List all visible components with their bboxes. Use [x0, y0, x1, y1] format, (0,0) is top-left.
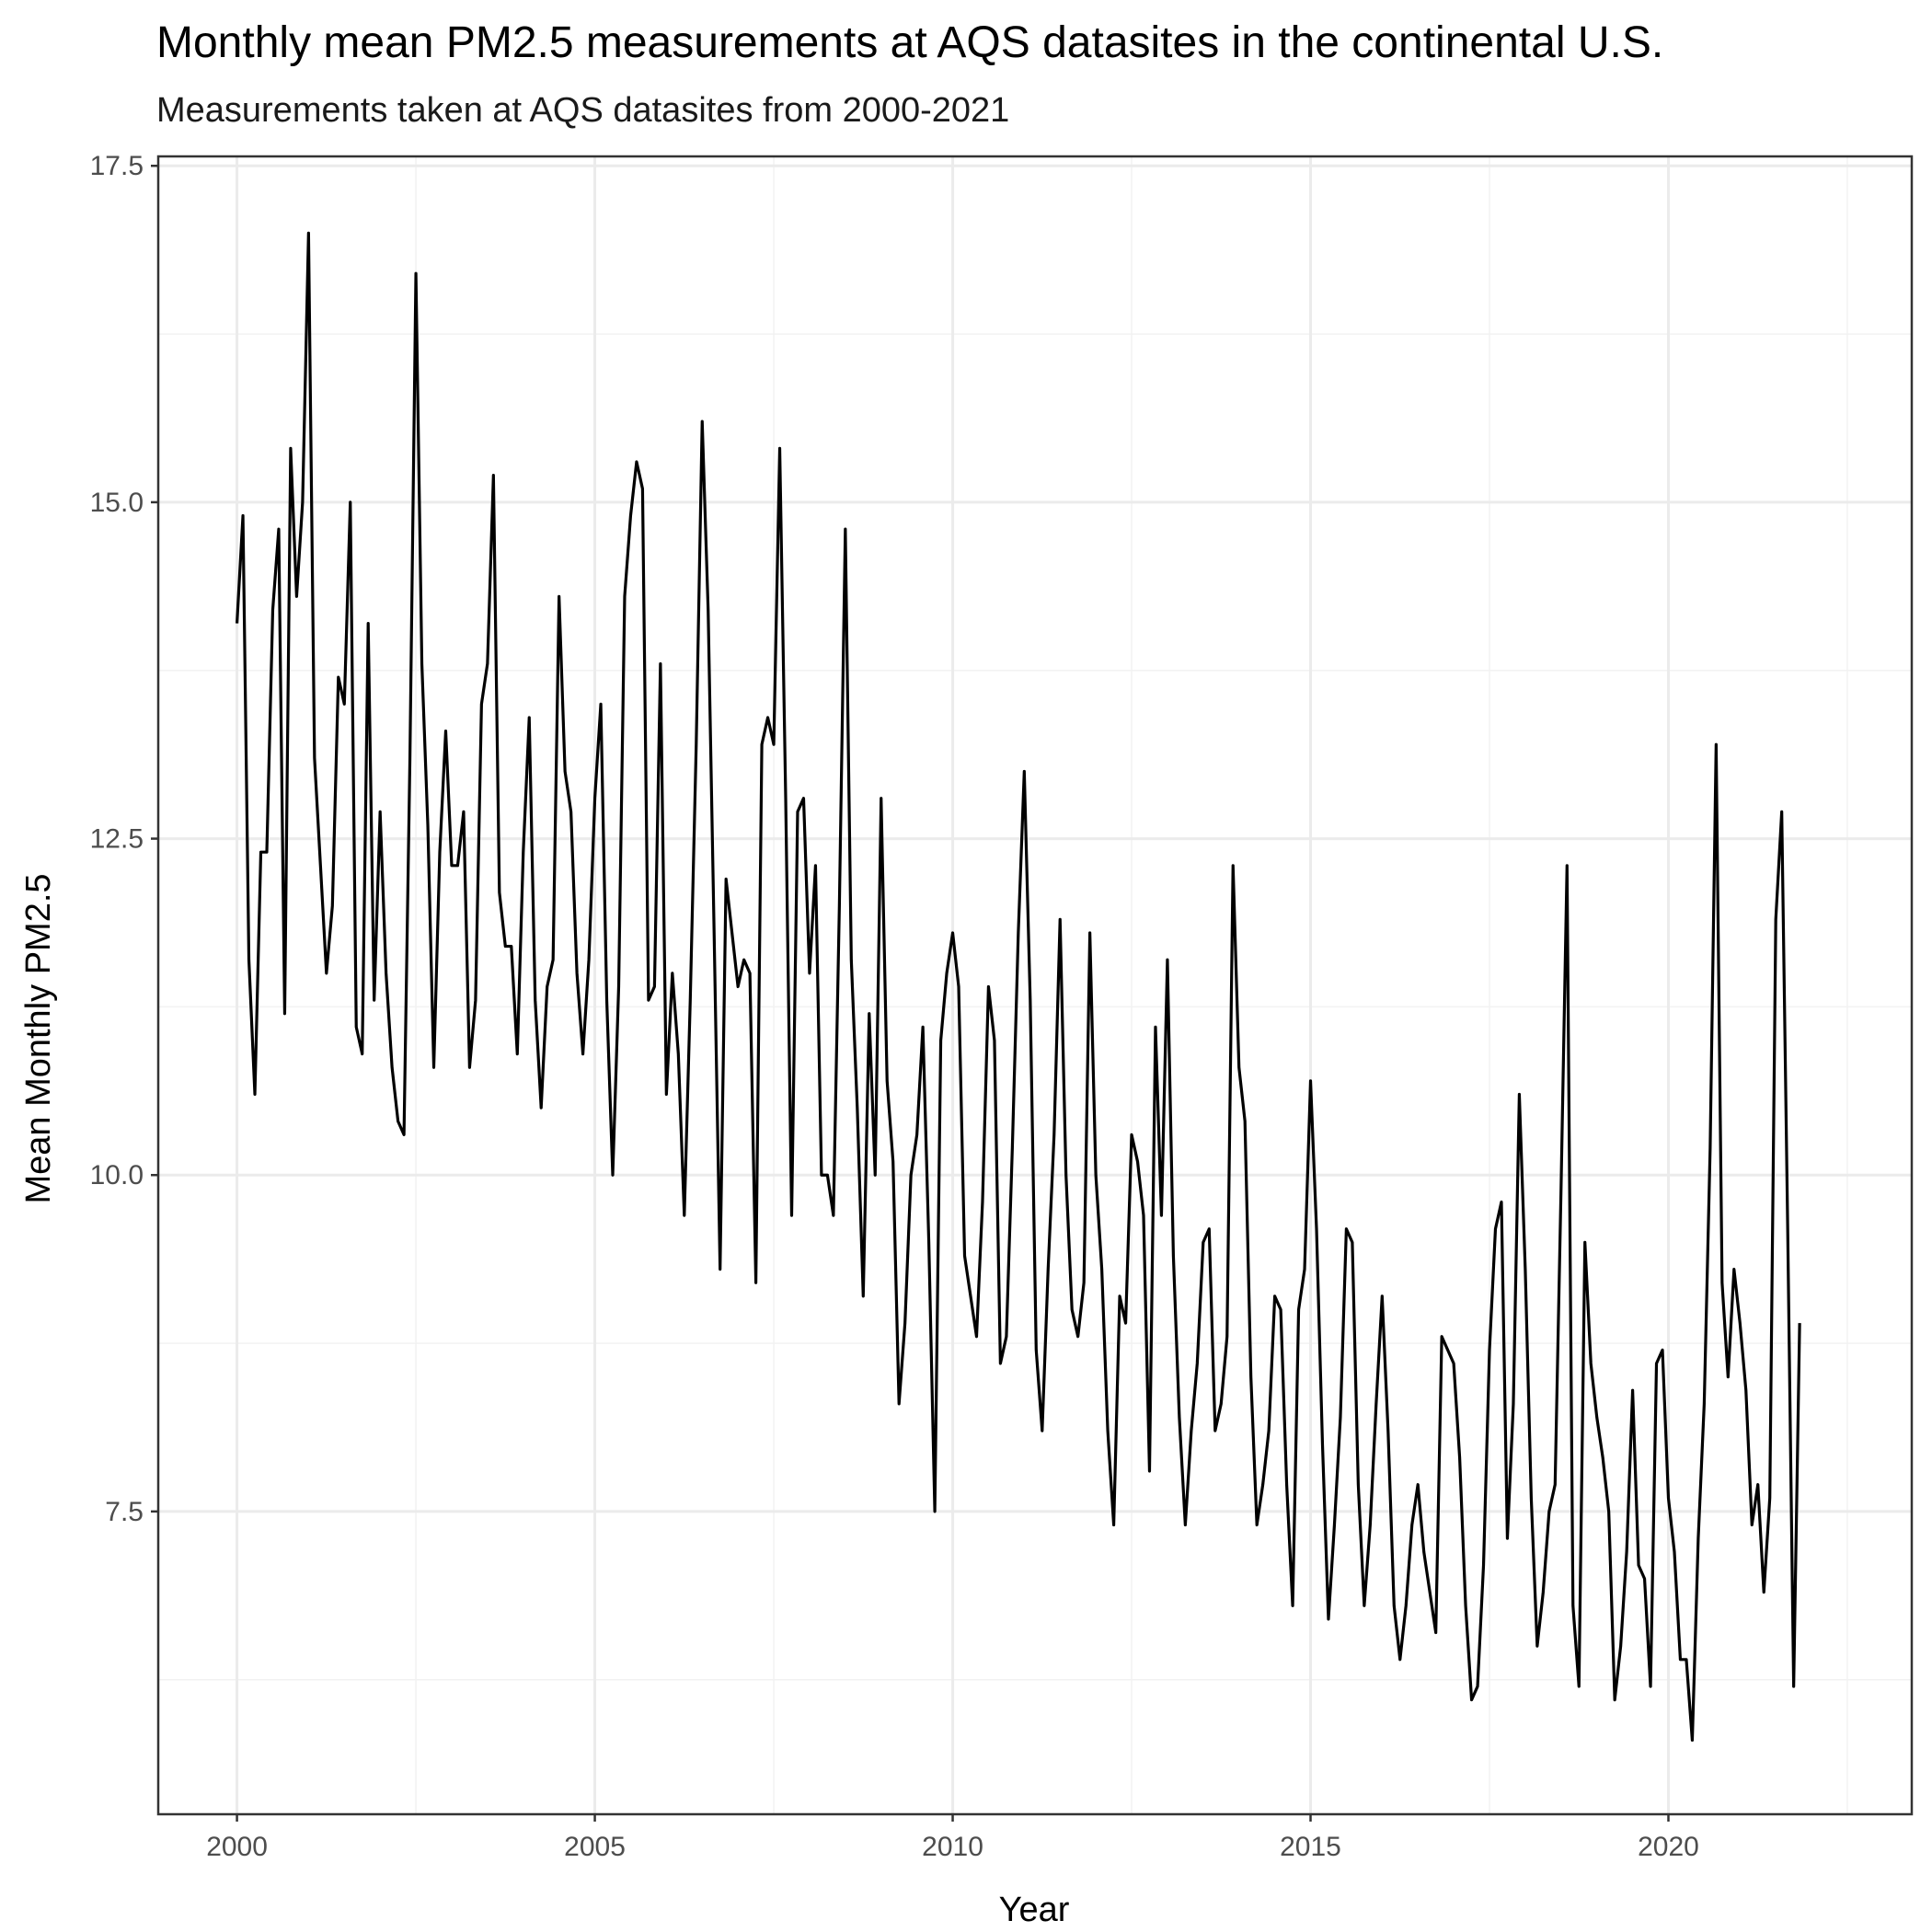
x-axis-title: Year	[999, 1891, 1070, 1929]
y-tick-label: 15.0	[90, 488, 144, 518]
x-tick-label: 2020	[1638, 1832, 1699, 1862]
y-tick-label: 7.5	[105, 1497, 144, 1527]
panel-border	[156, 155, 1914, 1816]
major-gridlines	[158, 156, 1912, 1814]
y-axis-title: Mean Monthly PM2.5	[19, 873, 58, 1203]
x-tick-label: 2015	[1280, 1832, 1341, 1862]
x-axis: 2000 2005 2010 2015 2020	[206, 1814, 1699, 1862]
y-tick-label: 12.5	[90, 824, 144, 855]
y-tick-label: 10.0	[90, 1160, 144, 1190]
minor-gridlines	[158, 156, 1912, 1814]
series-line	[235, 231, 1801, 1742]
chart-title: Monthly mean PM2.5 measurements at AQS d…	[156, 18, 1663, 67]
x-tick-label: 2000	[206, 1832, 268, 1862]
x-tick-label: 2005	[564, 1832, 626, 1862]
chart-subtitle: Measurements taken at AQS datasites from…	[156, 91, 1009, 130]
series-layer	[235, 231, 1801, 1742]
y-axis: 7.5 10.0 12.5 15.0 17.5	[90, 151, 158, 1527]
x-tick-label: 2010	[922, 1832, 983, 1862]
y-tick-label: 17.5	[90, 151, 144, 181]
